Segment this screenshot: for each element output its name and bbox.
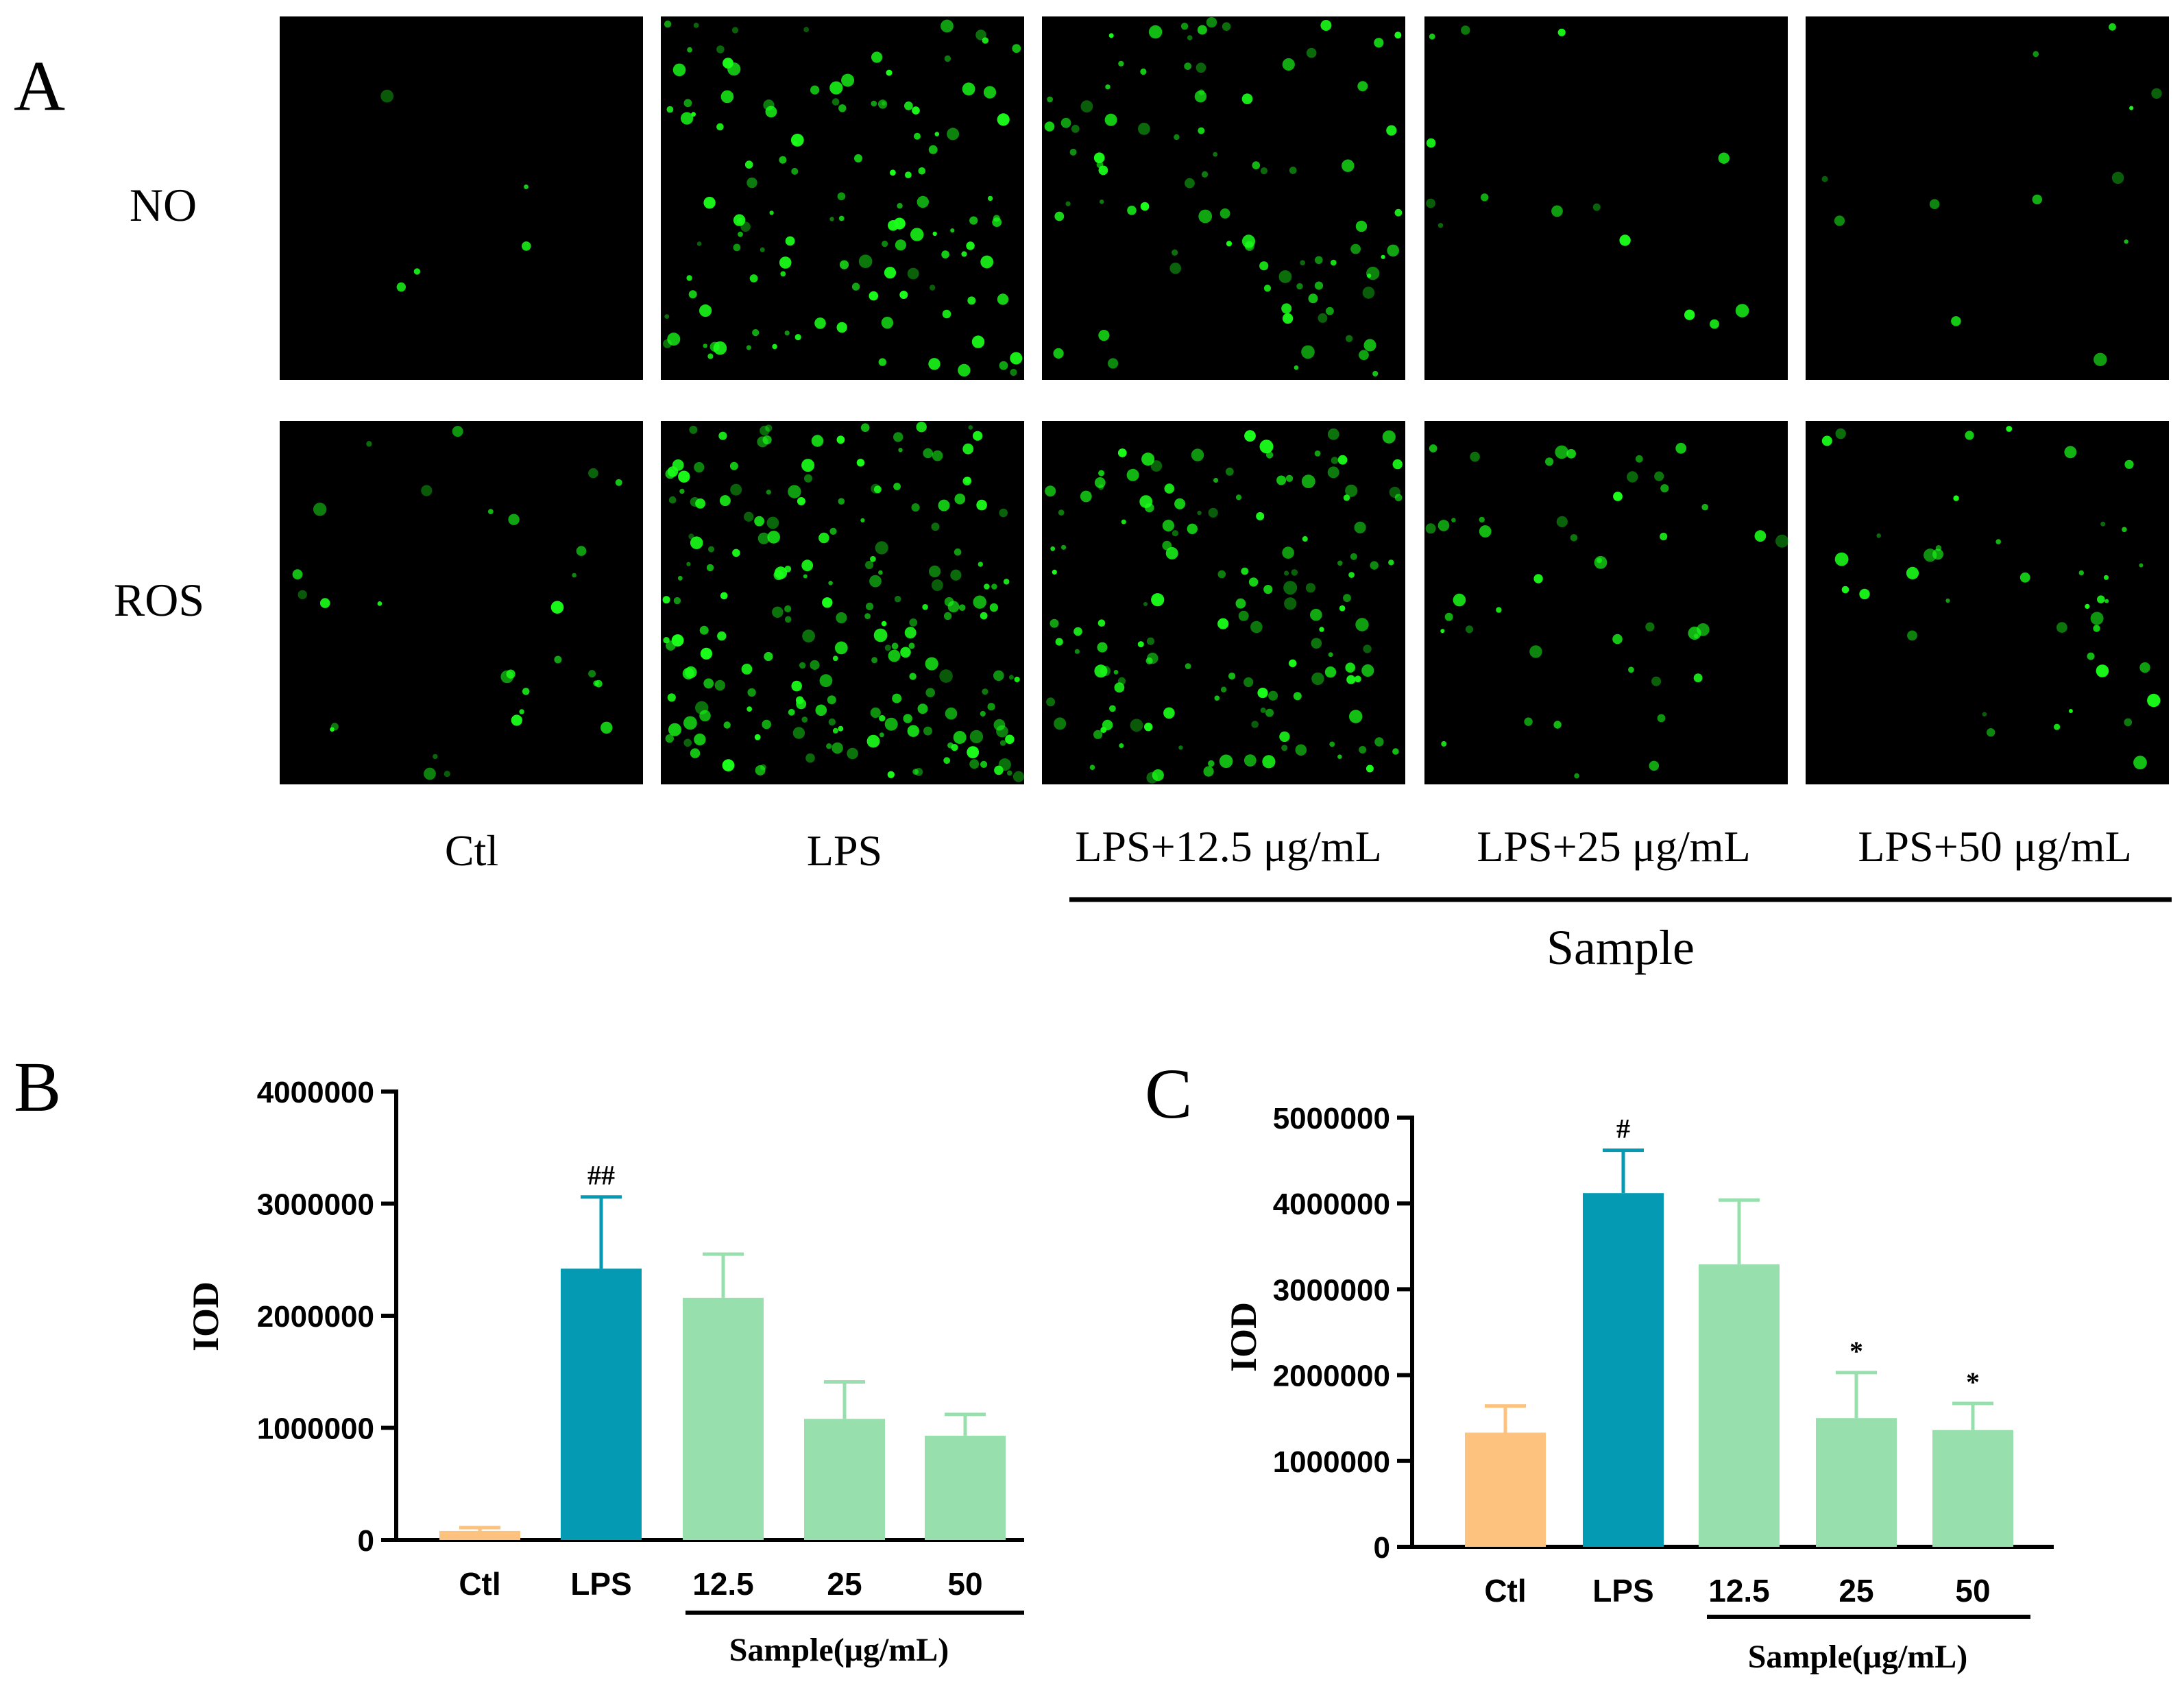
chart-c-category-label-4: 25 <box>1839 1573 1873 1609</box>
micrograph-ros-5 <box>1806 421 2169 784</box>
chart-c-y-tick-label: 0 <box>1374 1531 1390 1565</box>
chart-c-y-axis-label: IOD <box>1223 1302 1264 1372</box>
chart-b-group-label: Sample(μg/mL) <box>729 1632 949 1668</box>
micrograph-no-4 <box>1424 16 1788 380</box>
panel-b-label: B <box>14 1048 61 1127</box>
chart-b: IOD Sample(μg/mL) 0 1000000 2000000 3000000… <box>185 1076 1024 1668</box>
micrograph-no-1 <box>280 16 643 380</box>
chart-c-y-tick-label: 3000000 <box>1273 1273 1390 1307</box>
micrograph-ros-2 <box>661 421 1025 784</box>
chart-b-category-label-3: 12.5 <box>692 1566 754 1602</box>
micrograph-ros-3 <box>1042 421 1405 784</box>
column-label-ctl: Ctl <box>445 826 498 875</box>
panel-c-label: C <box>1145 1055 1192 1133</box>
micrograph-ros-1 <box>280 421 643 784</box>
chart-b-category-label-1: Ctl <box>459 1566 500 1602</box>
chart-c-y-tick-label: 1000000 <box>1273 1445 1390 1479</box>
chart-b-category-label-5: 50 <box>947 1566 982 1602</box>
chart-c-bar-1 <box>1465 1432 1546 1547</box>
chart-b-category-label-4: 25 <box>827 1566 862 1602</box>
micrograph-grid <box>280 16 2169 784</box>
column-label-lps-12-5: LPS+12.5 μg/mL <box>1075 822 1381 871</box>
chart-c-bar-4 <box>1816 1418 1897 1547</box>
chart-c-significance-5: * <box>1966 1366 1980 1397</box>
chart-c-y-tick-label: 5000000 <box>1273 1102 1390 1135</box>
chart-b-significance-2: ## <box>587 1160 615 1191</box>
chart-c-y-tick-label: 4000000 <box>1273 1188 1390 1221</box>
chart-b-y-tick-label: 0 <box>358 1524 374 1558</box>
chart-b-bar-1 <box>439 1530 520 1540</box>
chart-b-y-tick-label: 4000000 <box>257 1076 374 1109</box>
chart-c-bar-2 <box>1583 1193 1664 1547</box>
column-label-lps-25: LPS+25 μg/mL <box>1477 822 1750 871</box>
row-label-ros: ROS <box>114 574 204 626</box>
row-label-no: NO <box>130 179 197 231</box>
chart-b-bar-5 <box>925 1435 1006 1540</box>
micrograph-ros-4 <box>1424 421 1789 784</box>
chart-c-category-label-2: LPS <box>1592 1573 1653 1609</box>
chart-b-bar-4 <box>804 1419 885 1540</box>
chart-b-y-tick-label: 1000000 <box>257 1412 374 1446</box>
chart-b-bar-3 <box>683 1297 764 1540</box>
chart-c-bar-3 <box>1699 1264 1780 1547</box>
chart-b-category-label-2: LPS <box>570 1566 631 1602</box>
chart-c-significance-2: # <box>1616 1113 1630 1144</box>
chart-c-significance-4: * <box>1849 1336 1863 1366</box>
sample-group-label: Sample <box>1546 920 1695 975</box>
column-label-lps: LPS <box>807 826 882 875</box>
chart-b-y-tick-label: 3000000 <box>257 1188 374 1222</box>
chart-c-group-label: Sample(μg/mL) <box>1748 1639 1968 1675</box>
chart-c-category-label-5: 50 <box>1955 1573 1990 1609</box>
micrograph-no-5 <box>1806 16 2169 380</box>
chart-c-category-label-1: Ctl <box>1484 1573 1526 1609</box>
panel-a-label: A <box>14 47 65 125</box>
chart-c-bar-5 <box>1932 1430 2013 1547</box>
chart-b-bar-2 <box>561 1268 642 1540</box>
micrograph-no-2 <box>661 16 1024 380</box>
micrograph-no-3 <box>1042 16 1405 380</box>
column-label-lps-50: LPS+50 μg/mL <box>1858 822 2131 871</box>
chart-c-y-tick-label: 2000000 <box>1273 1360 1390 1393</box>
chart-c: IOD Sample(μg/mL) 0 1000000 2000000 3000000… <box>1223 1102 2054 1675</box>
chart-b-y-axis-label: IOD <box>185 1281 226 1351</box>
chart-c-category-label-3: 12.5 <box>1708 1573 1770 1609</box>
chart-b-y-tick-label: 2000000 <box>257 1300 374 1334</box>
